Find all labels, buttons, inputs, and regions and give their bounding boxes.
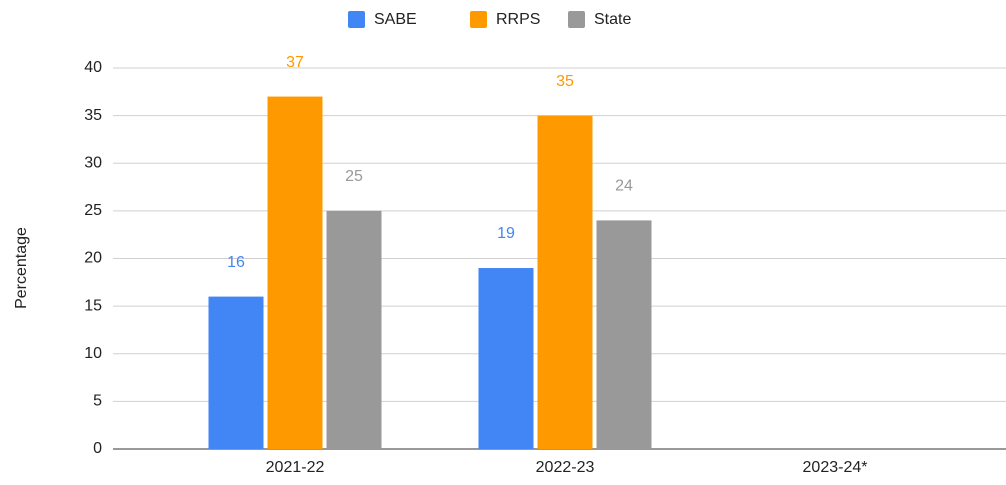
- legend-label: RRPS: [496, 11, 540, 28]
- y-tick-label: 25: [84, 202, 102, 219]
- bar: [267, 96, 323, 449]
- y-tick-label: 35: [84, 107, 102, 124]
- y-tick-label: 5: [93, 393, 102, 410]
- legend-swatch: [470, 11, 487, 28]
- x-tick-label: 2021-22: [266, 459, 325, 476]
- y-tick-label: 15: [84, 297, 102, 314]
- data-label: 35: [556, 73, 574, 90]
- y-tick-label: 0: [93, 440, 102, 457]
- y-tick-label: 20: [84, 250, 102, 267]
- legend-swatch: [348, 11, 365, 28]
- data-label: 19: [497, 225, 515, 242]
- y-tick-label: 40: [84, 59, 102, 76]
- y-tick-label: 30: [84, 154, 102, 171]
- data-label: 25: [345, 168, 363, 185]
- x-tick-label: 2023-24*: [803, 459, 868, 476]
- y-tick-label: 10: [84, 345, 102, 362]
- bar: [537, 115, 593, 449]
- bar: [478, 268, 534, 449]
- y-axis-label: Percentage: [13, 227, 30, 309]
- legend-label: State: [594, 11, 631, 28]
- data-label: 16: [227, 254, 245, 271]
- legend-swatch: [568, 11, 585, 28]
- bar: [208, 296, 264, 449]
- legend-label: SABE: [374, 11, 417, 28]
- bar: [326, 210, 382, 449]
- data-label: 37: [286, 54, 304, 71]
- x-tick-label: 2022-23: [536, 459, 595, 476]
- data-label: 24: [615, 178, 633, 195]
- bar: [596, 220, 652, 449]
